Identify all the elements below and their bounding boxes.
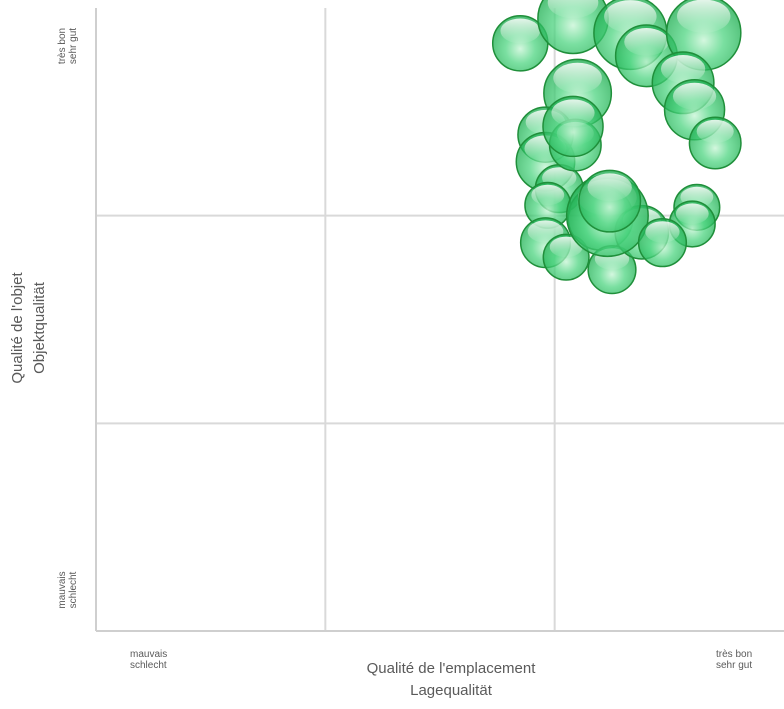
- x-axis-title-line: Qualité de l'emplacement: [367, 660, 537, 677]
- x-tick-low: mauvais schlecht: [130, 649, 167, 671]
- bubble: [578, 169, 642, 233]
- x-axis-title: Qualité de l'emplacement Lagequalität: [367, 660, 537, 699]
- x-tick-low-line: mauvais: [130, 649, 167, 660]
- bubble-highlight: [547, 0, 599, 19]
- y-axis-title: Qualité de l'objet Objektqualität: [9, 272, 48, 384]
- y-tick-high-line: très bon: [57, 28, 68, 64]
- y-tick-low-group: mauvaisschlecht: [57, 571, 79, 608]
- x-tick-high-line: sehr gut: [716, 660, 752, 671]
- x-tick-low-line: schlecht: [130, 660, 167, 671]
- y-tick-high-group: très bonsehr gut: [57, 28, 79, 64]
- bubble-highlight: [551, 99, 595, 127]
- bubble-highlight: [672, 82, 717, 110]
- bubble-highlight: [531, 184, 565, 206]
- y-axis-title-line: Objektqualität: [31, 281, 48, 374]
- bubble: [542, 95, 604, 158]
- y-tick-high-line: sehr gut: [68, 28, 79, 64]
- bubble-highlight: [553, 62, 602, 94]
- x-tick-high: très bon sehr gut: [716, 649, 752, 671]
- bubble-layer: [491, 0, 742, 295]
- y-tick-low: mauvaisschlecht: [57, 571, 79, 608]
- y-tick-low-line: mauvais: [57, 571, 68, 608]
- y-tick-high: très bonsehr gut: [57, 28, 79, 64]
- bubble-highlight: [696, 119, 734, 143]
- y-axis-title-group: Qualité de l'objet Objektqualität: [9, 272, 48, 384]
- x-tick-high-line: très bon: [716, 649, 752, 660]
- bubble-highlight: [587, 173, 632, 202]
- bubble-highlight: [675, 203, 709, 224]
- bubble: [637, 218, 688, 268]
- bubble-highlight: [500, 18, 541, 44]
- bubble: [542, 233, 590, 281]
- x-axis-title-line: Lagequalität: [410, 682, 493, 699]
- bubble-highlight: [624, 28, 669, 56]
- bubble-highlight: [549, 236, 583, 258]
- bubble-highlight: [677, 0, 731, 33]
- bubble-highlight: [645, 221, 680, 243]
- y-tick-low-line: schlecht: [68, 571, 79, 608]
- bubble-highlight: [660, 55, 706, 83]
- bubble: [688, 116, 742, 170]
- bubble: [491, 15, 549, 72]
- y-axis-title-line: Qualité de l'objet: [9, 272, 26, 384]
